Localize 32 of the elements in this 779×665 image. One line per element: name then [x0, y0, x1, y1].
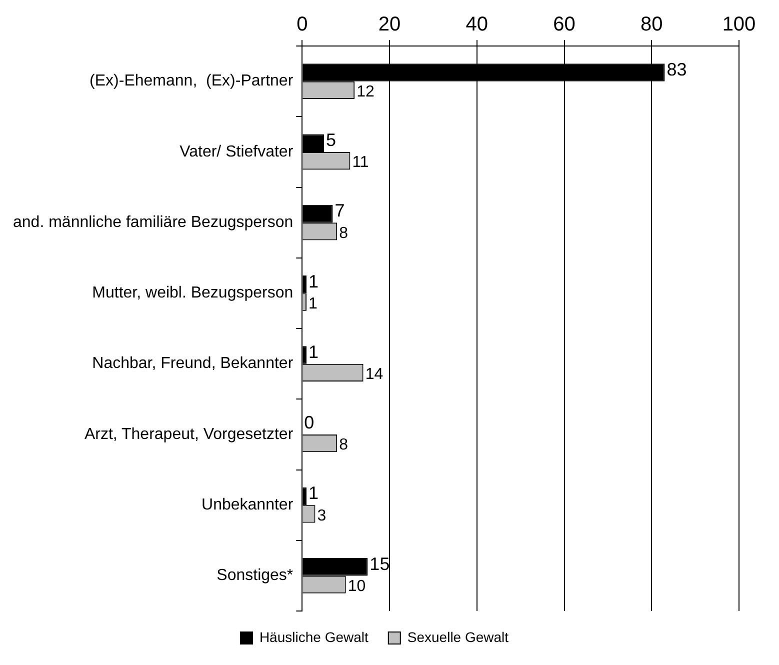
legend-label: Sexuelle Gewalt: [407, 628, 509, 645]
x-tick-label: 80: [640, 14, 663, 36]
data-label: 1: [308, 271, 319, 292]
data-label: 10: [348, 578, 366, 595]
y-tick-label: Nachbar, Freund, Bekannter: [92, 355, 294, 372]
data-label: 8: [339, 436, 348, 454]
x-tick-label: 0: [296, 14, 308, 36]
data-label: 1: [308, 295, 318, 312]
x-tick-label: 40: [466, 14, 488, 36]
data-label: 0: [304, 412, 314, 433]
data-label: 11: [352, 154, 369, 172]
data-label: 3: [317, 507, 326, 524]
data-label: 83: [666, 59, 687, 80]
data-label: 5: [326, 130, 336, 150]
y-tick-label: and. männliche familiäre Bezugsperson: [13, 214, 294, 231]
x-tick-label: 60: [553, 14, 576, 36]
y-tick-label: Vater/ Stiefvater: [180, 143, 294, 160]
data-label: 15: [370, 554, 390, 574]
y-tick-label: Mutter, weibl. Bezugsperson: [92, 284, 294, 302]
data-label: 1: [308, 483, 319, 504]
data-label: 12: [356, 84, 374, 101]
data-label: 8: [339, 224, 348, 242]
y-tick-label: Unbekannter: [202, 496, 294, 514]
data-label: 7: [334, 200, 345, 221]
y-tick-label: (Ex)-Ehemann, (Ex)-Partner: [90, 72, 294, 90]
y-tick-label: Sonstiges*: [216, 567, 294, 584]
data-label: 1: [308, 342, 319, 362]
y-tick-label: Arzt, Therapeut, Vorgesetzter: [84, 426, 294, 443]
data-label: 14: [365, 366, 384, 384]
legend-label: Häusliche Gewalt: [259, 628, 368, 645]
x-tick-label: 20: [378, 14, 401, 36]
x-tick-label: 100: [722, 14, 756, 36]
